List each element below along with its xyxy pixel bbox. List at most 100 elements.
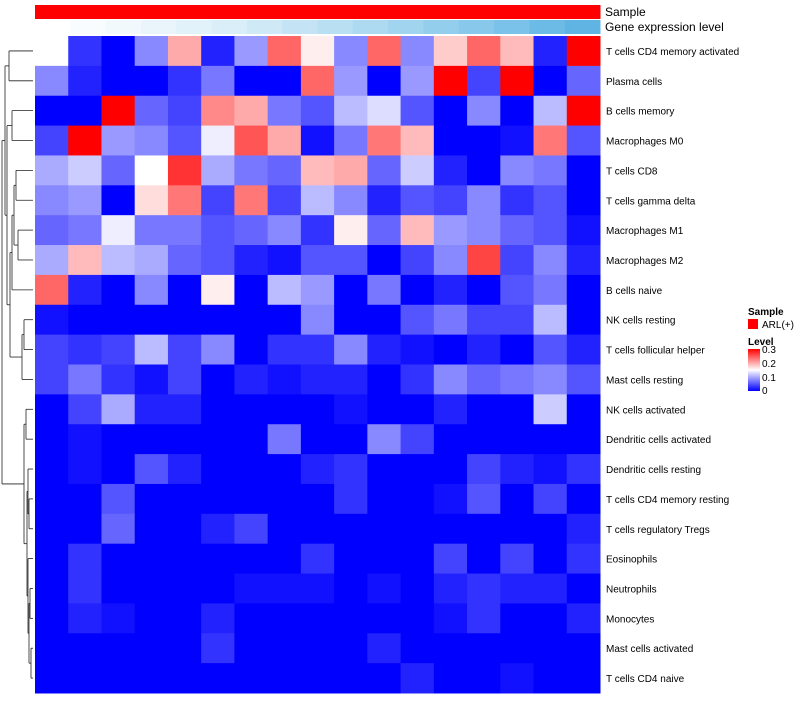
- heatmap-cell: [35, 304, 69, 336]
- heatmap-cell: [201, 483, 235, 515]
- heatmap-cell: [334, 454, 368, 485]
- heatmap-cell: [167, 603, 202, 634]
- heatmap-cell: [367, 573, 402, 604]
- heatmap-cell: [500, 454, 535, 485]
- heatmap-cell: [300, 304, 335, 336]
- heatmap-cell: [234, 364, 269, 395]
- annotation-cell: [211, 20, 248, 34]
- heatmap-cell: [367, 454, 402, 485]
- heatmap-cell: [367, 603, 402, 634]
- annotation-cell: [246, 5, 283, 19]
- heatmap-cell: [467, 663, 501, 694]
- annotation-cell: [35, 5, 71, 19]
- heatmap-cell: [367, 513, 402, 545]
- heatmap-cell: [234, 454, 269, 485]
- heatmap-cell: [300, 603, 335, 634]
- heatmap-cell: [467, 573, 501, 604]
- heatmap-cell: [267, 603, 302, 634]
- heatmap-cell: [433, 603, 468, 634]
- heatmap-cell: [566, 65, 601, 97]
- heatmap-cell: [566, 95, 601, 127]
- heatmap-cell: [433, 483, 468, 515]
- heatmap-cell: [566, 155, 601, 186]
- heatmap-cell: [467, 304, 501, 336]
- heatmap-cell: [35, 274, 69, 306]
- heatmap-cell: [101, 304, 136, 336]
- heatmap-cell: [367, 125, 402, 156]
- heatmap-cell: [367, 245, 402, 276]
- heatmap-cell: [467, 633, 501, 664]
- heatmap-cell: [35, 36, 69, 67]
- annotation-cell: [282, 5, 318, 19]
- heatmap-cell: [533, 364, 568, 395]
- heatmap-cell: [433, 633, 468, 664]
- heatmap-cell: [433, 573, 468, 604]
- heatmap-cell: [467, 36, 501, 67]
- heatmap-cell: [433, 663, 468, 694]
- annotation-cell: [388, 5, 424, 19]
- heatmap-cell: [566, 185, 601, 216]
- heatmap-cell: [533, 36, 568, 67]
- heatmap-cell: [134, 304, 169, 336]
- heatmap-cell: [234, 573, 269, 604]
- heatmap-cell: [201, 95, 235, 127]
- heatmap-cell: [334, 65, 368, 97]
- heatmap-cell: [367, 394, 402, 425]
- heatmap-cell: [101, 573, 136, 604]
- heatmap-cell: [101, 125, 136, 156]
- row-label: NK cells resting: [606, 316, 675, 327]
- heatmap-cell: [300, 573, 335, 604]
- annotation-cell: [105, 5, 142, 19]
- heatmap-cell: [367, 483, 402, 515]
- row-label: Dendritic cells resting: [606, 465, 701, 476]
- heatmap-cell: [101, 394, 136, 425]
- heatmap-cell: [566, 334, 601, 365]
- heatmap-cell: [433, 36, 468, 67]
- heatmap-cell: [68, 65, 102, 97]
- heatmap-cell: [167, 95, 202, 127]
- heatmap-cell: [267, 185, 302, 216]
- heatmap-cell: [467, 483, 501, 515]
- row-label: T cells CD4 memory activated: [606, 47, 739, 58]
- heatmap-cell: [300, 483, 335, 515]
- heatmap-cell: [500, 513, 535, 545]
- heatmap-cell: [68, 424, 102, 455]
- heatmap-cell: [334, 543, 368, 575]
- heatmap-cell: [267, 364, 302, 395]
- heatmap-cell: [267, 274, 302, 306]
- heatmap-cell: [267, 513, 302, 545]
- heatmap-cell: [400, 543, 435, 575]
- annotation-cell: [423, 5, 460, 19]
- heatmap-cell: [167, 364, 202, 395]
- heatmap-cell: [201, 454, 235, 485]
- heatmap-cell: [300, 215, 335, 246]
- heatmap-cell: [101, 364, 136, 395]
- heatmap-cell: [68, 633, 102, 664]
- heatmap-cell: [134, 663, 169, 694]
- heatmap-cell: [68, 663, 102, 694]
- heatmap-cell: [234, 95, 269, 127]
- heatmap-cell: [68, 603, 102, 634]
- heatmap-cell: [267, 334, 302, 365]
- annotation-label: Gene expression level: [605, 20, 724, 34]
- heatmap-cell: [101, 603, 136, 634]
- heatmap-cell: [234, 304, 269, 336]
- heatmap-cell: [167, 36, 202, 67]
- heatmap-cell: [400, 36, 435, 67]
- heatmap-cell: [101, 543, 136, 575]
- heatmap-cell: [167, 663, 202, 694]
- heatmap-cell: [334, 125, 368, 156]
- heatmap-cell: [267, 483, 302, 515]
- heatmap-cell: [267, 245, 302, 276]
- heatmap-cell: [234, 543, 269, 575]
- heatmap-cell: [300, 663, 335, 694]
- heatmap-cell: [500, 364, 535, 395]
- heatmap-cell: [533, 543, 568, 575]
- heatmap-cell: [101, 245, 136, 276]
- heatmap-cell: [68, 304, 102, 336]
- heatmap-cell: [101, 95, 136, 127]
- heatmap-cell: [566, 394, 601, 425]
- heatmap-cell: [234, 663, 269, 694]
- heatmap-cell: [167, 155, 202, 186]
